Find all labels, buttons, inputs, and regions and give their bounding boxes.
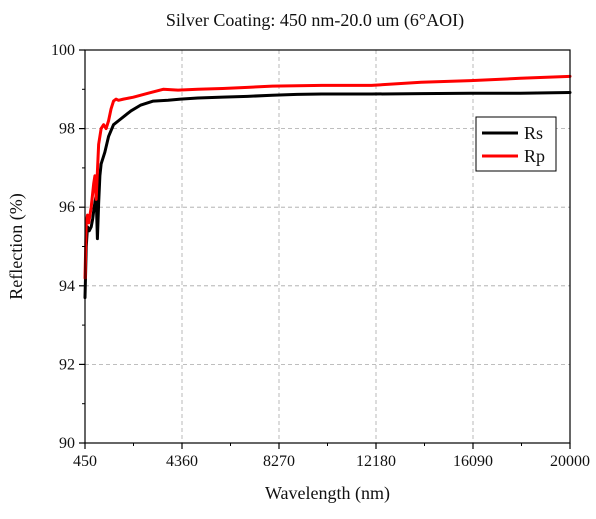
y-tick-label: 92 xyxy=(59,356,75,373)
x-tick-label: 8270 xyxy=(263,453,295,470)
plot-frame xyxy=(84,49,571,444)
x-tick-label: 16090 xyxy=(453,453,493,470)
legend-label-rs: Rs xyxy=(524,123,543,143)
axis-ticks xyxy=(79,49,571,449)
y-tick-label: 96 xyxy=(59,199,75,216)
y-tick-label: 90 xyxy=(59,435,75,452)
y-tick-labels: 90 92 94 96 98 100 xyxy=(51,42,75,452)
legend: Rs Rp xyxy=(475,116,557,172)
legend-box xyxy=(475,116,557,172)
x-tick-label: 4360 xyxy=(166,453,198,470)
y-tick-label: 100 xyxy=(51,42,75,59)
series-line-rs xyxy=(83,90,572,300)
grid-lines xyxy=(85,50,570,443)
y-tick-label: 94 xyxy=(59,278,75,295)
data-series xyxy=(83,74,572,300)
x-axis-title: Wavelength (nm) xyxy=(265,483,390,504)
y-axis-title: Reflection (%) xyxy=(6,193,27,299)
legend-label-rp: Rp xyxy=(524,146,545,166)
x-tick-label: 12180 xyxy=(356,453,396,470)
y-tick-label: 98 xyxy=(59,121,75,138)
series-line-rp xyxy=(83,74,572,280)
chart-title: Silver Coating: 450 nm-20.0 um (6°AOI) xyxy=(166,10,464,31)
x-tick-label: 20000 xyxy=(550,453,590,470)
x-tick-labels: 450 4360 8270 12180 16090 20000 xyxy=(73,453,590,470)
x-tick-label: 450 xyxy=(73,453,97,470)
